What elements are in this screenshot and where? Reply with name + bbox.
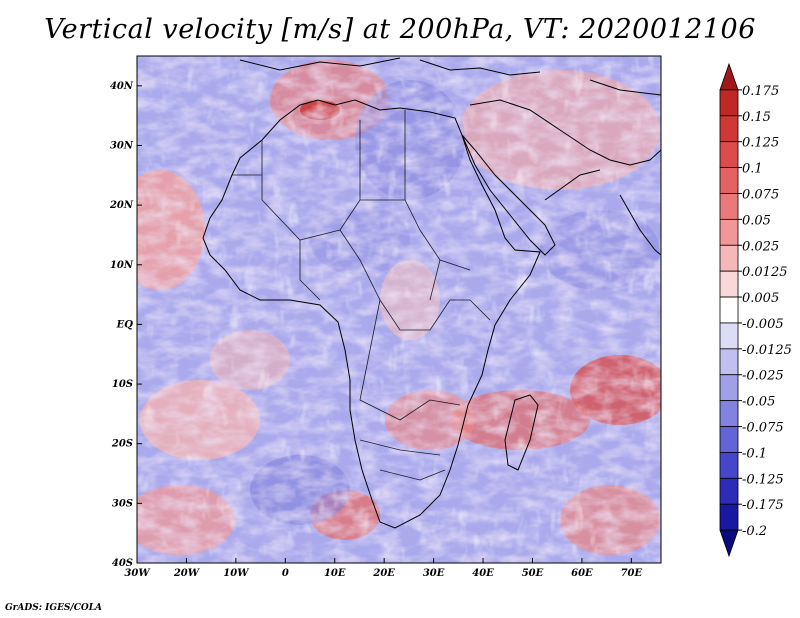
lat-tick-label: EQ (116, 319, 134, 330)
colorbar-swatch (719, 89, 739, 117)
colorbar-level-label: -0.05 (742, 395, 775, 410)
colorbar-swatch (719, 270, 739, 298)
country-borders (232, 110, 491, 481)
lat-tick-label: 30N (110, 140, 134, 151)
lon-tick-label: 30E (423, 568, 445, 579)
colorbar-level-label: -0.075 (742, 421, 784, 436)
colorbar-swatch (719, 322, 739, 350)
colorbar-top-arrow (719, 62, 739, 91)
colorbar-level-label: 0.025 (742, 239, 779, 254)
colorbar-level-label: 0.15 (742, 110, 771, 125)
coastline (202, 57, 661, 529)
lon-tick-label: 10E (324, 568, 346, 579)
lat-tick-label: 20S (111, 439, 133, 450)
colorbar-level-label: 0.075 (742, 187, 779, 202)
velocity-field (137, 56, 661, 563)
colorbar-swatch (719, 503, 739, 531)
colorbar-swatch (719, 374, 739, 402)
colorbar-swatch (719, 348, 739, 376)
colorbar-level-label: 0.05 (742, 213, 771, 228)
colorbar-level-label: -0.2 (742, 524, 767, 539)
colorbar: 0.175 0.15 0.125 0.1 0.075 0.05 0.025 0.0125 0.0… (719, 62, 792, 558)
latitude-axis: 40N 30N 20N 10N EQ 10S 20S 30S 40S (109, 81, 142, 569)
lat-tick-label: 20N (109, 200, 134, 211)
colorbar-swatch (719, 141, 739, 168)
colorbar-level-label: 0.005 (742, 291, 779, 306)
lat-tick-label: 10S (112, 379, 133, 390)
colorbar-swatch (719, 477, 739, 505)
colorbar-level-label: -0.125 (742, 472, 784, 487)
colorbar-swatch (719, 426, 739, 453)
colorbar-swatch (719, 400, 739, 427)
map-frame (136, 55, 662, 564)
lat-tick-label: 30S (112, 498, 133, 509)
chart-title: Vertical velocity [m/s] at 200hPa, VT: 2… (44, 14, 756, 45)
colorbar-swatch (719, 167, 739, 194)
colorbar-level-label: -0.0125 (742, 343, 792, 358)
lon-tick-label: 0 (282, 568, 289, 579)
lon-tick-label: 60E (571, 568, 593, 579)
lon-tick-label: 20W (173, 568, 201, 579)
lon-tick-label: 30W (124, 568, 151, 579)
colorbar-level-label: -0.025 (742, 369, 784, 384)
lon-tick-label: 40E (472, 568, 494, 579)
lat-tick-label: 40N (110, 81, 134, 92)
colorbar-level-label: -0.005 (742, 317, 784, 332)
lat-tick-label: 10N (110, 260, 134, 271)
colorbar-level-label: -0.175 (742, 498, 784, 513)
colorbar-swatch (719, 218, 739, 246)
lon-tick-label: 10W (223, 568, 250, 579)
lon-tick-label: 20E (372, 568, 395, 579)
longitude-axis: 30W 20W 10W 0 10E 20E 30E 40E 50E 60E 70E (124, 558, 642, 579)
colorbar-swatch (719, 452, 739, 479)
lat-tick-label: 40S (112, 558, 133, 569)
colorbar-swatch (719, 193, 739, 220)
lon-tick-label: 50E (522, 568, 544, 579)
grads-credit: GrADS: IGES/COLA (5, 603, 103, 613)
colorbar-swatch (719, 115, 739, 143)
colorbar-level-label: -0.1 (742, 446, 767, 461)
colorbar-level-label: 0.0125 (742, 265, 788, 280)
colorbar-swatch (719, 296, 739, 324)
colorbar-level-label: 0.125 (742, 136, 779, 151)
colorbar-level-label: 0.175 (742, 84, 779, 99)
colorbar-level-label: 0.1 (742, 162, 763, 177)
lon-tick-label: 70E (621, 568, 643, 579)
colorbar-bottom-arrow (719, 529, 739, 558)
colorbar-swatch (719, 244, 739, 272)
